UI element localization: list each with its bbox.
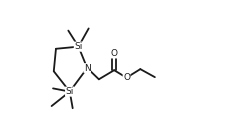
Text: Si: Si [66,87,74,96]
Text: O: O [111,49,118,58]
Text: N: N [84,64,91,73]
Text: Si: Si [74,42,83,51]
Text: O: O [123,73,130,82]
